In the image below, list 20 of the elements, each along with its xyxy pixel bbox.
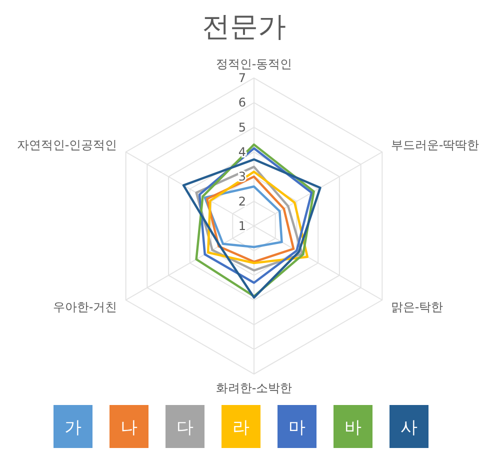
- text: 나: [120, 418, 138, 438]
- spoke-label: 부드러운-딱딱한: [390, 138, 480, 152]
- y-tick-label: 7: [238, 71, 246, 85]
- text: 라: [232, 418, 250, 438]
- text: 사: [400, 418, 418, 438]
- y-tick-label: 1: [238, 219, 246, 233]
- chart-title: 전문가: [202, 10, 286, 43]
- spoke-label: 화려한-소박한: [216, 381, 292, 395]
- spoke-label: 우아한-거친: [52, 300, 118, 314]
- y-tick-label: 4: [238, 145, 246, 159]
- y-tick-label: 5: [238, 120, 246, 134]
- text: 마: [288, 418, 306, 438]
- spoke-label: 자연적인-인공적인: [16, 138, 118, 152]
- text: 다: [176, 418, 194, 438]
- text: 가: [64, 418, 82, 438]
- y-tick-label: 2: [238, 194, 246, 208]
- spoke-label: 맑은-탁한: [390, 300, 444, 314]
- text: 바: [344, 418, 362, 438]
- y-tick-label: 6: [238, 96, 246, 110]
- spoke-label: 정적인-동적인: [216, 57, 292, 71]
